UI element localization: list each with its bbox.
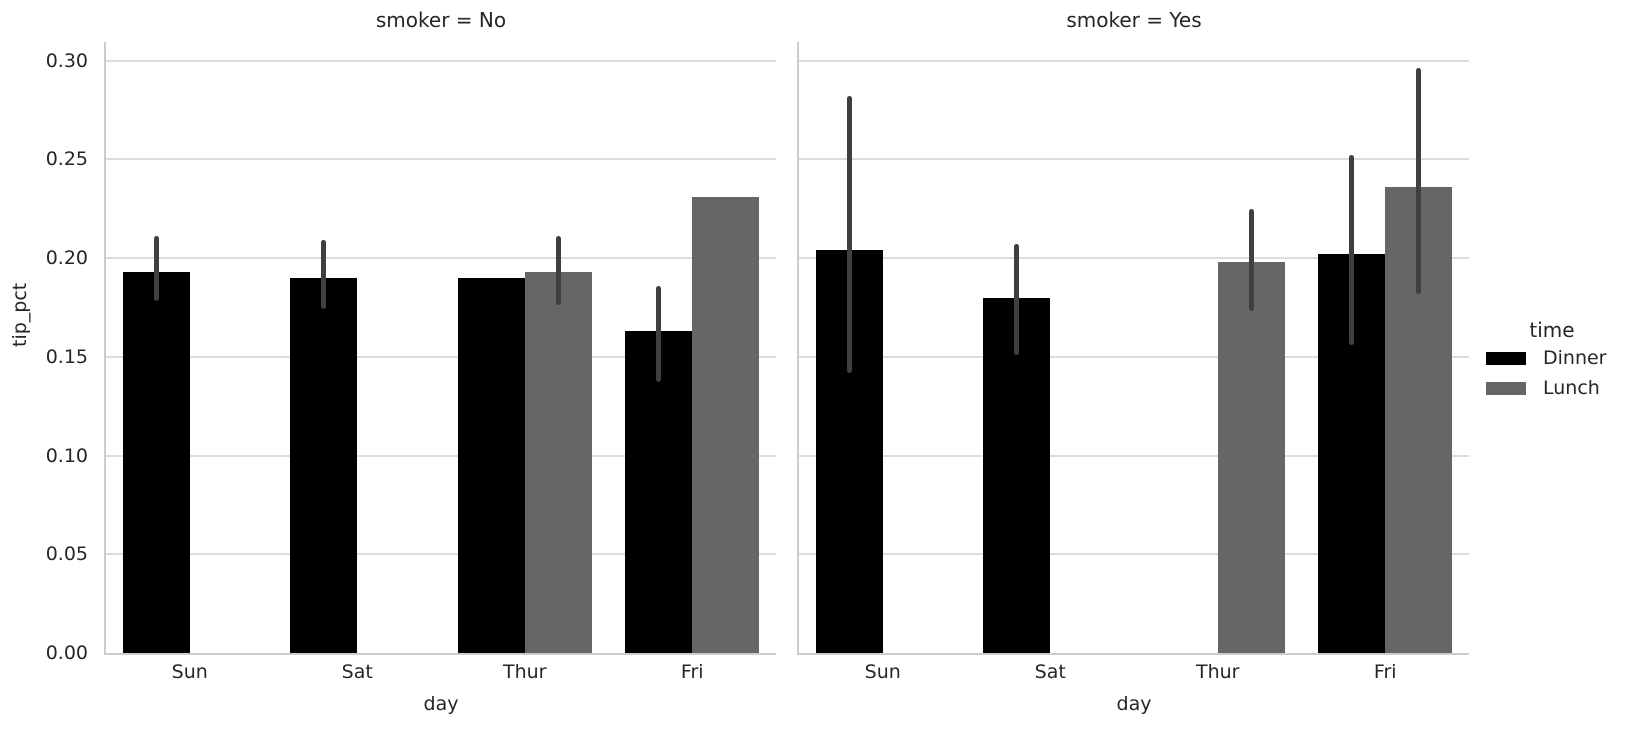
legend-item-lunch: Lunch xyxy=(1486,373,1618,403)
y-tick-label: 0.25 xyxy=(45,148,88,171)
y-tick-label: 0.00 xyxy=(45,642,88,664)
bar-fri-dinner xyxy=(625,331,693,653)
facet-panel-smoker-no: smoker = No day 0.00 0.05 0.10 0.15 0.20 0.25… xyxy=(46,8,776,715)
y-tick-label: 0.10 xyxy=(45,444,88,467)
gridline xyxy=(106,355,776,358)
x-tick-label-fri: Fri xyxy=(680,661,704,683)
gridline xyxy=(799,257,1469,260)
bar-sat-dinner xyxy=(290,277,358,653)
bar-thur-lunch xyxy=(524,271,592,653)
legend-title: time xyxy=(1529,318,1575,342)
bar-sun-dinner xyxy=(122,271,190,653)
error-bar-sat-dinner xyxy=(321,240,327,310)
error-bar-sun-dinner xyxy=(846,96,852,373)
bar-thur-lunch xyxy=(1217,261,1285,653)
gridline xyxy=(106,553,776,556)
x-axis-label: day xyxy=(423,693,459,715)
gridline xyxy=(799,454,1469,457)
x-tick-label-thur: Thur xyxy=(1195,661,1240,683)
y-tick-label: 0.20 xyxy=(45,247,88,270)
error-bar-fri-dinner xyxy=(1349,155,1355,345)
gridline xyxy=(106,257,776,260)
x-tick-label-fri: Fri xyxy=(1373,661,1397,683)
x-tick-label-sun: Sun xyxy=(171,661,208,683)
x-tick-label-sun: Sun xyxy=(864,661,901,683)
error-bar-fri-dinner xyxy=(656,285,662,383)
bar-sat-dinner xyxy=(983,297,1051,653)
gridline xyxy=(799,59,1469,62)
dinner-color-swatch-icon xyxy=(1486,351,1526,365)
error-bar-thur-lunch xyxy=(1248,208,1254,312)
legend: time Dinner Lunch xyxy=(1486,317,1618,403)
x-axis-label: day xyxy=(1116,693,1152,715)
gridline xyxy=(799,553,1469,556)
legend-label-dinner: Dinner xyxy=(1543,347,1607,369)
legend-label-lunch: Lunch xyxy=(1543,377,1600,399)
error-bar-thur-lunch xyxy=(555,236,561,306)
y-tick-label: 0.30 xyxy=(45,49,88,72)
gridline xyxy=(106,454,776,457)
gridline xyxy=(106,59,776,62)
error-bar-fri-lunch xyxy=(1416,68,1422,294)
gridline xyxy=(799,355,1469,358)
gridline xyxy=(106,158,776,161)
facet-title: smoker = No xyxy=(375,8,507,32)
x-tick-label-sat: Sat xyxy=(1034,661,1066,683)
gridline xyxy=(799,158,1469,161)
error-bar-sun-dinner xyxy=(153,236,159,302)
bar-thur-dinner xyxy=(457,277,525,653)
lunch-color-swatch-icon xyxy=(1486,381,1526,395)
y-tick-label: 0.05 xyxy=(45,543,88,566)
legend-item-dinner: Dinner xyxy=(1486,343,1618,373)
facet-panel-smoker-yes: smoker = Yes day Sun Sat Thur Fri xyxy=(797,8,1469,715)
facet-title: smoker = Yes xyxy=(1066,8,1202,32)
x-tick-label-thur: Thur xyxy=(502,661,547,683)
error-bar-sat-dinner xyxy=(1014,244,1020,355)
y-tick-label: 0.15 xyxy=(45,345,88,368)
x-tick-label-sat: Sat xyxy=(341,661,373,683)
bar-fri-lunch xyxy=(692,196,760,653)
